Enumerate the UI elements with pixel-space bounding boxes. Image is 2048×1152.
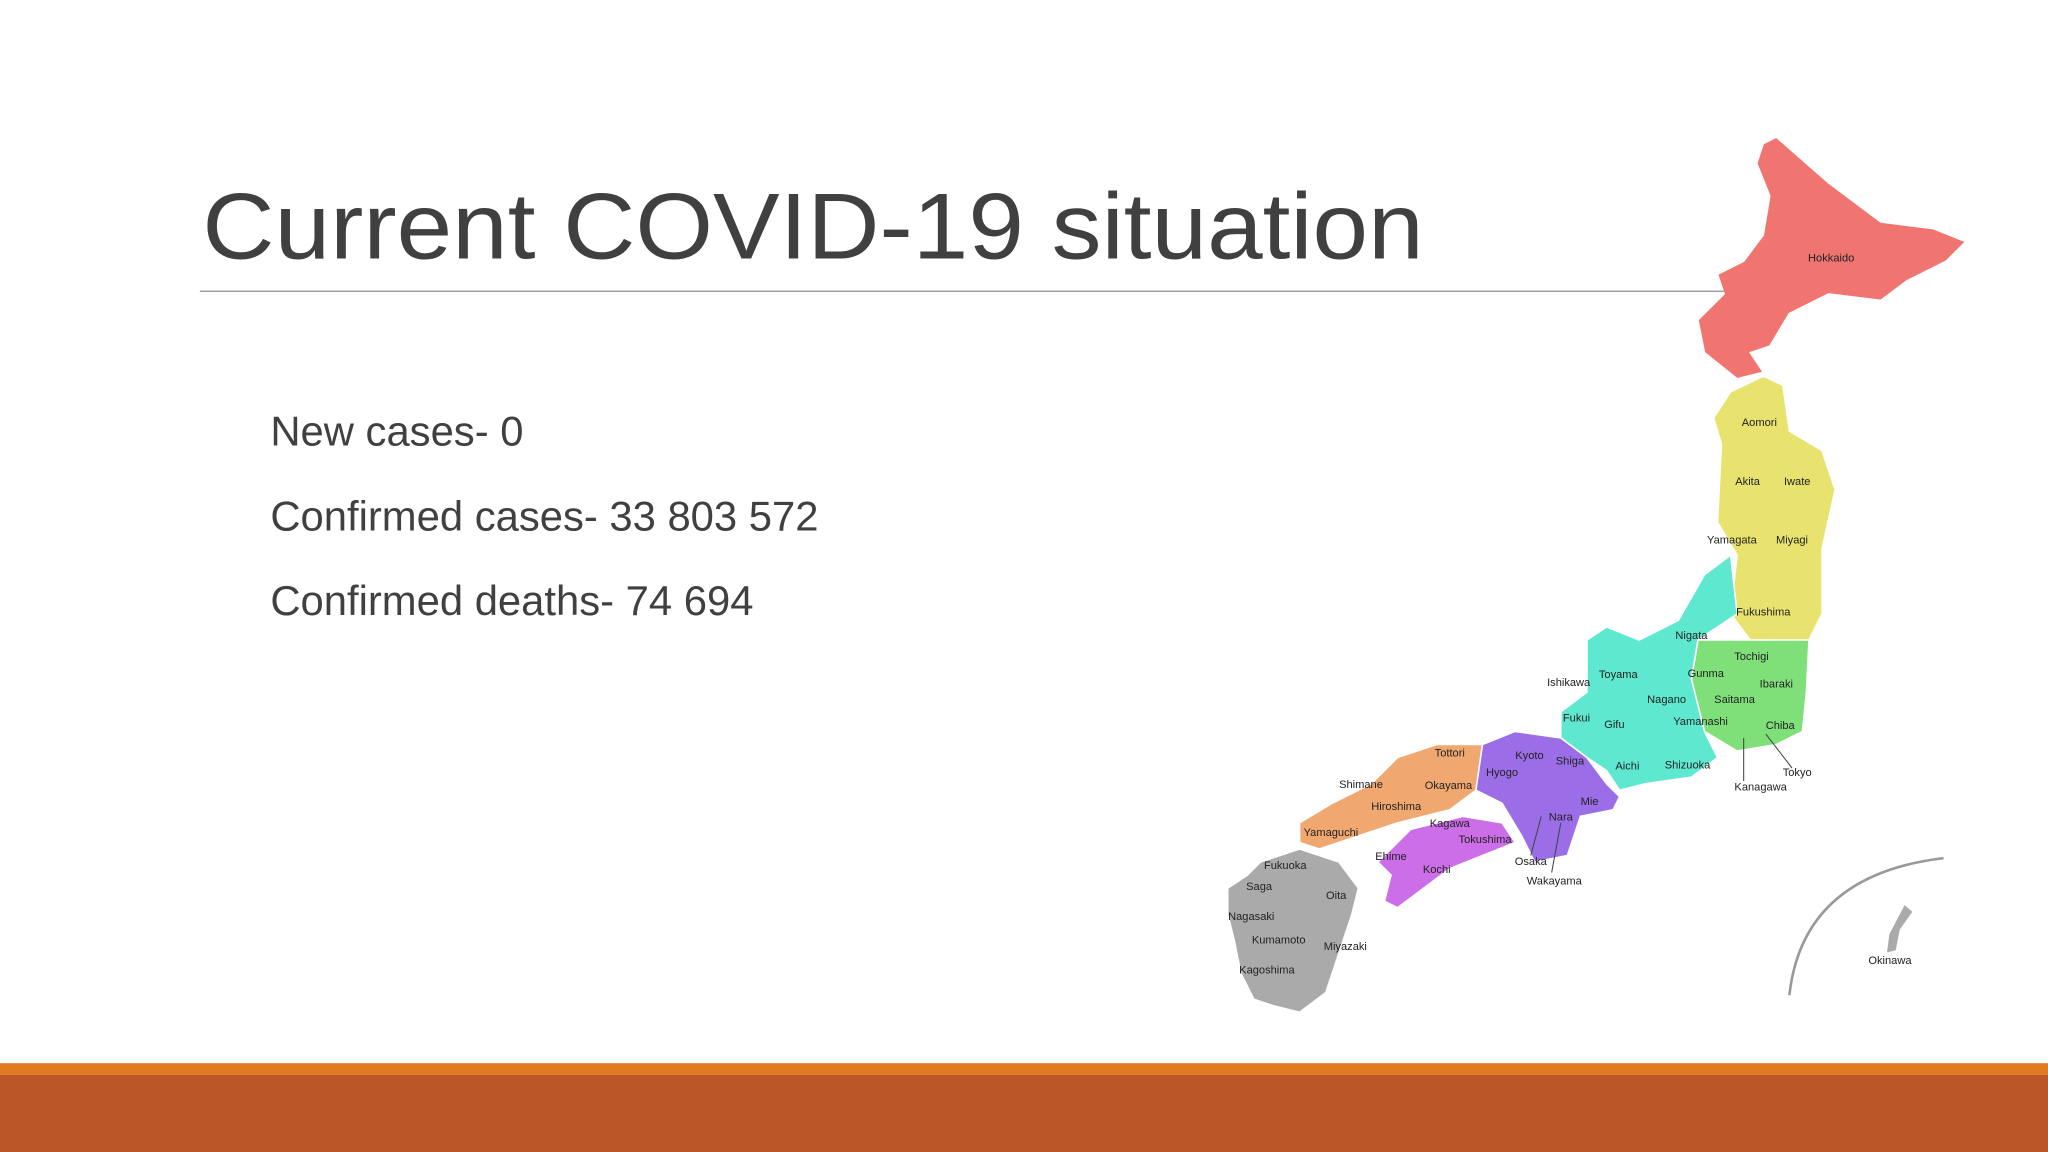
bullet: Confirmed deaths- 74 694 (270, 577, 753, 624)
bullet: New cases- 0 (270, 407, 523, 454)
prefecture-label: Miyazaki (1324, 941, 1367, 953)
hokkaido-region (1697, 136, 1968, 380)
prefecture-label: Ishikawa (1547, 677, 1591, 689)
prefecture-label: Oita (1326, 890, 1347, 902)
footer-bar (0, 1074, 2048, 1152)
prefecture-label: Okayama (1425, 780, 1473, 792)
prefecture-label: Tokyo (1783, 767, 1812, 779)
footer-accent (0, 1063, 2048, 1075)
leader-lines (1530, 733, 1793, 873)
shikoku-region (1376, 815, 1517, 909)
prefecture-label: Wakayama (1527, 876, 1583, 888)
prefecture-label: Okinawa (1868, 955, 1912, 967)
japan-map: Hokkaido Aomori Iwate Akita Yamagata Miyagi Fu… (1226, 136, 1968, 1014)
chubu-region (1560, 553, 1738, 792)
prefecture-label: Fukushima (1736, 607, 1791, 619)
prefecture-label: Kochi (1423, 864, 1451, 876)
tohoku-region (1712, 375, 1836, 641)
prefecture-label: Tottori (1435, 748, 1465, 760)
prefecture-label: Nagasaki (1228, 911, 1274, 923)
prefecture-label: Nagano (1647, 694, 1686, 706)
prefecture-label: Gunma (1688, 668, 1725, 680)
prefecture-label: Hokkaido (1808, 253, 1854, 265)
prefecture-label: Kagawa (1430, 818, 1471, 830)
prefecture-label: Aichi (1615, 761, 1639, 773)
inset-arc (1788, 856, 1944, 996)
prefecture-label: Iwate (1784, 476, 1811, 488)
kansai-region (1475, 730, 1621, 863)
prefecture-label: Nara (1549, 812, 1574, 824)
prefecture-label: Ehime (1375, 851, 1406, 863)
prefecture-label: Osaka (1515, 856, 1548, 868)
okinawa-region (1885, 902, 1915, 955)
prefecture-label: Shiga (1556, 755, 1585, 767)
prefecture-label: Kagoshima (1239, 964, 1295, 976)
prefecture-label: Shimane (1339, 779, 1383, 791)
prefecture-label: Tokushima (1459, 834, 1513, 846)
prefecture-label: Toyama (1599, 669, 1639, 681)
prefecture-label: Fukui (1563, 712, 1590, 724)
bullet: Confirmed cases- 33 803 572 (270, 492, 818, 539)
slide-title: Current COVID-19 situation (202, 174, 1423, 279)
prefecture-label: Hyogo (1486, 767, 1518, 779)
prefecture-label: Kanagawa (1734, 782, 1787, 794)
prefecture-label: Mie (1581, 796, 1599, 808)
prefecture-label: Akita (1735, 476, 1760, 488)
prefecture-label: Saitama (1714, 694, 1756, 706)
prefecture-label: Nigata (1675, 630, 1708, 642)
prefecture-label: Miyagi (1776, 535, 1808, 547)
prefecture-label: Shizuoka (1665, 759, 1711, 771)
prefecture-label: Kumamoto (1252, 934, 1306, 946)
prefecture-label: Saga (1246, 881, 1273, 893)
prefecture-label: Fukuoka (1264, 860, 1307, 872)
prefecture-label: Kyoto (1515, 750, 1543, 762)
prefecture-label: Aomori (1742, 417, 1777, 429)
prefecture-label: Ibaraki (1760, 678, 1793, 690)
chugoku-region (1298, 743, 1484, 850)
prefecture-label: Gifu (1604, 719, 1624, 731)
prefecture-label: Hiroshima (1371, 801, 1422, 813)
prefecture-label: Yamagata (1707, 535, 1758, 547)
prefecture-label: Yamaguchi (1304, 827, 1359, 839)
prefecture-label: Chiba (1766, 720, 1796, 732)
kyushu-region (1226, 848, 1360, 1014)
prefecture-label: Yamanashi (1673, 716, 1728, 728)
prefecture-label: Tochigi (1734, 651, 1769, 663)
map-labels: Hokkaido Aomori Iwate Akita Yamagata Miyagi Fu… (1228, 253, 1912, 977)
